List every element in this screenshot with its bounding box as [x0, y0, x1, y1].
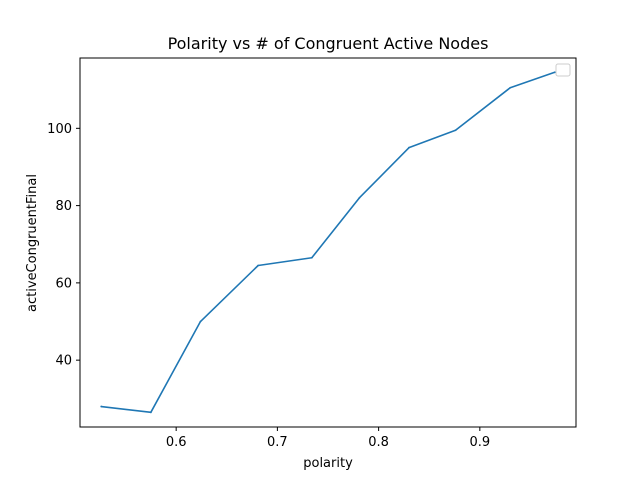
axes-frame	[79, 57, 577, 428]
x-axis-ticks: 0.6 0.7 0.8 0.9	[166, 427, 490, 450]
data-point	[509, 86, 512, 89]
plot-area: 0.6 0.7 0.8 0.9 40 60 80 100	[47, 57, 577, 450]
data-point	[310, 256, 313, 259]
y-tick-label: 60	[55, 276, 72, 291]
data-point	[257, 264, 260, 267]
data-point	[553, 71, 556, 74]
legend-box	[555, 63, 571, 77]
y-tick-label: 80	[55, 199, 72, 214]
x-tick-label: 0.7	[267, 435, 288, 450]
data-point	[408, 146, 410, 149]
data-point	[149, 411, 152, 414]
x-tick-label: 0.6	[166, 435, 187, 450]
y-tick-label: 100	[47, 122, 72, 137]
y-axis-label: activeCongruentFinal	[25, 174, 40, 312]
series-line	[100, 71, 556, 414]
chart-title: Polarity vs # of Congruent Active Nodes	[168, 34, 489, 53]
y-axis-ticks: 40 60 80 100	[47, 122, 80, 369]
data-point	[454, 129, 457, 132]
x-tick-label: 0.8	[368, 435, 389, 450]
x-axis-label: polarity	[303, 456, 353, 471]
y-tick-label: 40	[55, 354, 72, 369]
data-point	[100, 405, 103, 408]
data-point	[358, 196, 361, 199]
x-tick-label: 0.9	[469, 435, 490, 450]
data-point	[199, 320, 202, 323]
series-layer	[100, 71, 556, 414]
